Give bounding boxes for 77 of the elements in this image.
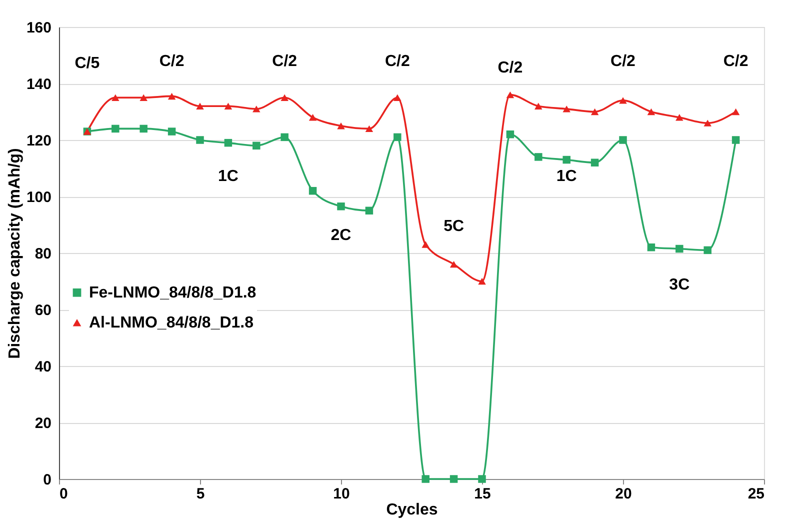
y-tick-label: 140 (26, 76, 52, 93)
point (168, 92, 176, 100)
point (224, 138, 232, 147)
x-axis-title: Cycles (386, 502, 438, 518)
point (365, 125, 374, 132)
point (394, 94, 402, 101)
point (562, 106, 570, 112)
point (478, 278, 486, 285)
x-tick-label: 5 (196, 486, 205, 502)
y-tick-label: 40 (34, 358, 52, 376)
point (224, 102, 232, 110)
y-axis-title: Discharge capacity (mAh/g) (6, 148, 24, 359)
point (619, 136, 627, 144)
x-tick-label: 25 (748, 486, 764, 502)
y-tick-label: 160 (26, 20, 52, 36)
annotation: C/2 (610, 52, 636, 70)
annotation: 3C (669, 276, 690, 294)
point (506, 130, 514, 138)
x-tick-label: 20 (615, 486, 632, 502)
y-tick-label: 20 (34, 415, 52, 432)
point (534, 102, 542, 110)
point (308, 186, 317, 195)
point (252, 106, 260, 112)
point (112, 94, 120, 101)
point (732, 108, 740, 116)
x-tick-label: 10 (333, 486, 350, 502)
point (196, 136, 204, 144)
legend-label: Al-LNMO_84/8/8_D1.8 (89, 314, 254, 332)
point (450, 475, 458, 483)
annotation: C/2 (159, 52, 184, 70)
annotation: C/2 (498, 60, 523, 77)
annotation: 2C (330, 226, 352, 244)
y-tick-label: 100 (26, 189, 52, 206)
point (562, 156, 570, 164)
y-tick-label: 80 (34, 246, 52, 262)
point (590, 158, 599, 166)
point (112, 124, 120, 133)
point (280, 133, 288, 142)
point (450, 260, 458, 268)
point (619, 97, 627, 104)
point (196, 102, 204, 110)
point (337, 202, 345, 210)
annotation: C/2 (272, 52, 298, 70)
point (647, 108, 656, 116)
legend-label: Fe-LNMO_84/8/8_D1.8 (89, 284, 256, 302)
point (732, 136, 740, 144)
point (676, 114, 684, 121)
point (704, 120, 712, 126)
annotation: 1C (218, 168, 239, 186)
point (704, 246, 712, 254)
point (590, 108, 599, 116)
point (478, 475, 486, 483)
point (534, 153, 542, 161)
point (422, 241, 430, 248)
y-tick-label: 0 (43, 472, 52, 488)
annotation: C/5 (74, 55, 100, 72)
point (506, 91, 514, 98)
y-tick-label: 60 (34, 302, 52, 319)
point (647, 243, 656, 252)
point (676, 244, 684, 253)
annotation: 5C (444, 218, 464, 235)
x-tick-label: 15 (474, 486, 491, 502)
y-tick-label: 120 (26, 132, 52, 150)
point (140, 94, 148, 101)
point (422, 475, 430, 483)
point (140, 124, 148, 133)
point (252, 142, 260, 150)
point (168, 128, 176, 136)
point (280, 94, 288, 101)
annotation: C/2 (384, 52, 410, 70)
x-tick-label: 0 (60, 486, 68, 502)
point (365, 206, 374, 214)
point (308, 114, 317, 121)
point (394, 133, 402, 142)
point (337, 122, 345, 130)
annotation: C/2 (723, 52, 748, 70)
annotation: 1C (556, 168, 578, 186)
